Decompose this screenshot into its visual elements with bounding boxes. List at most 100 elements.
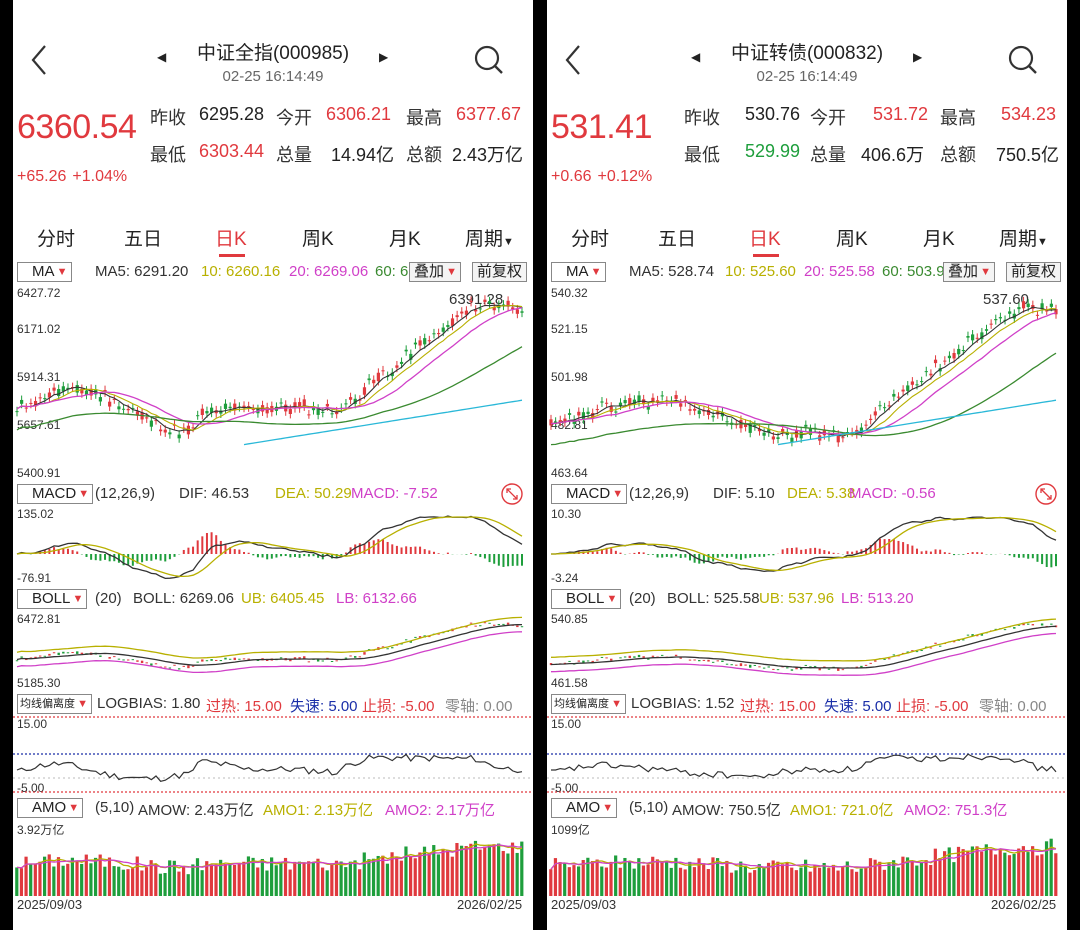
kline-chart[interactable]	[13, 284, 533, 480]
candle	[381, 370, 385, 372]
ma-selector[interactable]: MA ▼	[17, 262, 72, 282]
start-date: 2025/09/03	[551, 897, 617, 912]
bias-selector[interactable]: 均线偏离度 ▼	[17, 694, 92, 714]
candle	[605, 657, 608, 659]
macd-bar	[948, 552, 951, 554]
volume-label: 总量	[276, 145, 312, 165]
amount-bar	[181, 865, 186, 896]
expand-icon[interactable]	[1035, 483, 1057, 505]
macd-chart[interactable]	[547, 506, 1067, 586]
candle	[693, 659, 696, 661]
kline-chart[interactable]	[547, 284, 1067, 480]
macd-bar	[173, 554, 176, 557]
macd-bar	[832, 552, 835, 554]
boll-chart[interactable]	[13, 611, 533, 691]
candle	[289, 659, 292, 662]
tab-daily-k[interactable]: 日K	[749, 229, 781, 250]
tab-period[interactable]: 周期▼	[999, 224, 1048, 251]
tab-daily-k[interactable]: 日K	[215, 229, 247, 250]
macd-bar	[665, 554, 668, 557]
tab-monthly-k[interactable]: 月K	[923, 229, 955, 250]
amount-bar	[260, 858, 264, 896]
candle	[910, 381, 914, 385]
candle	[149, 420, 153, 427]
candle	[660, 395, 664, 397]
bias-chart[interactable]	[547, 716, 1067, 796]
candle	[984, 329, 989, 331]
candle	[182, 665, 185, 667]
candle	[478, 308, 482, 310]
search-icon[interactable]	[1007, 44, 1039, 76]
macd-axis-label: -3.24	[551, 571, 579, 585]
candle	[298, 402, 302, 409]
ma-selector[interactable]: MA ▼	[551, 262, 606, 282]
amount-bar	[446, 850, 450, 896]
overlay-button[interactable]: 叠加 ▼	[409, 262, 462, 282]
ma5-value: MA5: 6291.20	[95, 263, 189, 280]
last-price: 6360.54	[17, 108, 137, 146]
tab-monthly-k[interactable]: 月K	[389, 229, 421, 250]
bias-selector[interactable]: 均线偏离度 ▼	[551, 694, 626, 714]
candle	[827, 668, 831, 670]
candle	[980, 332, 984, 340]
amount-bar	[1031, 846, 1035, 896]
next-stock-icon[interactable]: ▶	[913, 50, 923, 64]
macd-chart[interactable]	[13, 506, 533, 586]
tab-five-day[interactable]: 五日	[658, 229, 697, 250]
macd-bar	[247, 552, 250, 554]
tab-intraday[interactable]: 分时	[37, 229, 76, 250]
prev-stock-icon[interactable]: ◀	[691, 50, 701, 64]
amo-selector[interactable]: AMO ▼	[551, 798, 618, 818]
tab-five-day[interactable]: 五日	[124, 229, 163, 250]
amount-bar	[232, 864, 237, 896]
boll-selector[interactable]: BOLL ▼	[551, 589, 622, 609]
candle	[1026, 303, 1030, 307]
candle	[610, 658, 613, 661]
prev-stock-icon[interactable]: ◀	[157, 50, 167, 64]
search-icon[interactable]	[473, 44, 505, 76]
candle	[404, 639, 408, 641]
macd-bar	[772, 554, 775, 556]
candle	[33, 400, 38, 407]
bias-chart[interactable]	[13, 716, 533, 796]
tab-period-label: 周期	[465, 229, 504, 250]
amount-bar	[970, 846, 975, 896]
back-arrow-icon[interactable]	[559, 40, 589, 80]
candle	[711, 661, 715, 663]
tab-period[interactable]: 周期▼	[465, 224, 514, 251]
candle	[469, 622, 473, 624]
boll-axis-label: 461.58	[551, 676, 588, 690]
macd-bar	[358, 543, 361, 554]
tab-weekly-k[interactable]: 周K	[836, 229, 868, 250]
amo-chart[interactable]	[13, 822, 533, 896]
boll-chart[interactable]	[547, 611, 1067, 691]
candle	[117, 658, 121, 660]
bias-selector-label: 均线偏离度	[554, 698, 609, 710]
back-arrow-icon[interactable]	[25, 40, 55, 80]
ma-selector-label: MA	[566, 263, 589, 280]
candle	[762, 667, 766, 669]
boll-selector[interactable]: BOLL ▼	[17, 589, 88, 609]
amo-chart[interactable]	[547, 822, 1067, 896]
next-stock-icon[interactable]: ▶	[379, 50, 389, 64]
adjust-button[interactable]: 前复权	[472, 262, 528, 282]
ma10-line	[16, 304, 523, 431]
tab-intraday[interactable]: 分时	[571, 229, 610, 250]
candle	[288, 409, 292, 415]
amount-bar	[576, 866, 581, 896]
candle	[721, 660, 724, 663]
macd-selector[interactable]: MACD ▼	[551, 484, 628, 504]
boll-selector-label: BOLL	[566, 590, 605, 607]
expand-icon[interactable]	[501, 483, 523, 505]
candle	[75, 385, 79, 393]
adjust-button[interactable]: 前复权	[1006, 262, 1062, 282]
amount-bar	[817, 867, 822, 896]
tab-weekly-k[interactable]: 周K	[302, 229, 334, 250]
candle	[80, 388, 84, 394]
amo-selector[interactable]: AMO ▼	[17, 798, 84, 818]
amount-bar	[845, 861, 849, 896]
macd-selector[interactable]: MACD ▼	[17, 484, 94, 504]
overlay-button[interactable]: 叠加 ▼	[943, 262, 996, 282]
start-date: 2025/09/03	[17, 897, 83, 912]
amount-bar	[56, 857, 61, 896]
